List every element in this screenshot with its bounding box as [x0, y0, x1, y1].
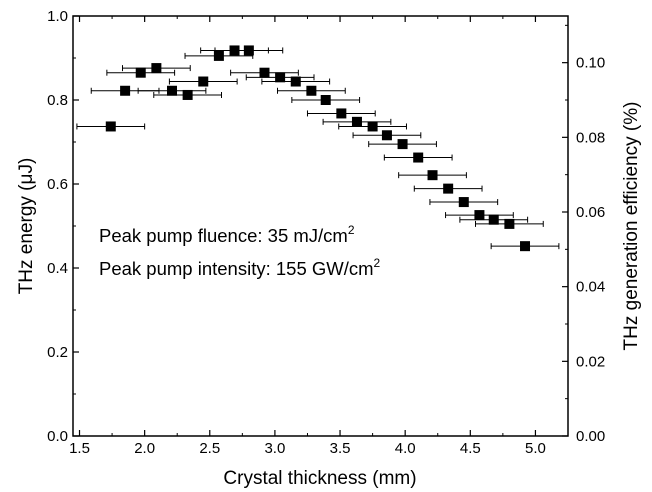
x-tick-label: 5.0 [525, 440, 546, 457]
data-point-28 [520, 241, 531, 252]
data-point-14 [306, 85, 317, 96]
data-point-15 [320, 95, 331, 105]
data-point-7 [198, 76, 209, 87]
data-point-13 [290, 76, 301, 87]
y2-tick-label: 0.06 [576, 204, 605, 221]
annotation-fluence: Peak pump fluence: 35 mJ/cm2 [99, 223, 355, 246]
data-point-19 [381, 130, 392, 141]
data-point-18 [367, 121, 378, 132]
data-point-23 [443, 183, 454, 194]
x-axis-title: Crystal thickness (mm) [223, 468, 416, 489]
data-point-8 [213, 50, 224, 61]
data-point-5 [167, 85, 177, 96]
y-tick-label: 0.6 [47, 176, 68, 193]
plot-frame [72, 15, 569, 437]
y2-tick-label: 0.02 [576, 353, 605, 370]
y-tick-label: 0.4 [47, 260, 68, 277]
y-tick-label: 1.0 [47, 8, 68, 25]
data-point-20 [397, 139, 408, 150]
data-point-25 [474, 210, 485, 221]
x-tick-label: 3.0 [264, 440, 285, 457]
x-tick-label: 3.5 [330, 440, 351, 457]
data-point-17 [351, 116, 362, 127]
y-tick-label: 0.0 [47, 428, 68, 445]
x-tick-label: 2.0 [134, 440, 155, 457]
x-tick-label: 4.0 [395, 440, 416, 457]
y2-tick-label: 0.04 [576, 279, 605, 296]
data-point-22 [427, 170, 438, 181]
y-axis-title: THz energy (μJ) [16, 158, 37, 295]
y-tick-label: 0.2 [47, 344, 68, 361]
y2-tick-label: 0.08 [576, 129, 605, 146]
x-tick-label: 1.5 [69, 440, 90, 457]
data-point-21 [413, 152, 424, 163]
data-point-1 [105, 121, 116, 132]
plot-layer: 1.5 2.0 2.5 3.0 3.5 4.0 4.5 5.0 0.0 0.2 0.4 0.6 0.8 1… [47, 8, 605, 457]
data-point-24 [458, 197, 469, 208]
data-point-11 [259, 67, 270, 78]
annotation-intensity: Peak pump intensity: 155 GW/cm2 [99, 256, 381, 279]
y2-tick-label: 0.00 [576, 428, 605, 445]
x-tick-label: 4.5 [460, 440, 481, 457]
y2-tick-label: 0.10 [576, 55, 605, 72]
data-point-26 [488, 214, 499, 225]
y2-axis-title: THz generation efficiency (%) [621, 102, 642, 351]
data-point-3 [135, 67, 146, 78]
data-point-10 [243, 45, 254, 56]
data-point-4 [151, 63, 162, 74]
y-tick-label: 0.8 [47, 92, 68, 109]
data-point-27 [504, 218, 515, 229]
data-point-16 [336, 108, 347, 119]
data-point-12 [275, 72, 286, 83]
data-point-6 [182, 89, 193, 100]
data-point-2 [120, 85, 131, 96]
x-tick-label: 2.5 [199, 440, 220, 457]
